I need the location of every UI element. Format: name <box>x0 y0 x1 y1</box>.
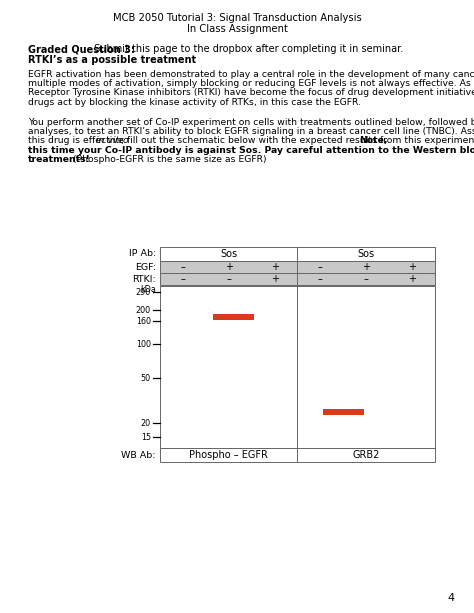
Text: Phospho – EGFR: Phospho – EGFR <box>189 450 268 460</box>
Text: –: – <box>181 262 185 272</box>
Text: EGF:: EGF: <box>135 262 156 272</box>
Text: Receptor Tyrosine Kinase inhibitors (RTKI) have become the focus of drug develop: Receptor Tyrosine Kinase inhibitors (RTK… <box>28 88 474 97</box>
Text: +: + <box>362 262 370 272</box>
Text: 160: 160 <box>136 317 151 326</box>
Text: this time your Co-IP antibody is against Sos. Pay careful attention to the Weste: this time your Co-IP antibody is against… <box>28 146 474 154</box>
Text: in vitro: in vitro <box>96 137 128 145</box>
Text: treatments!: treatments! <box>28 155 91 164</box>
Bar <box>323 409 364 416</box>
Text: RTKI’s as a possible treatment: RTKI’s as a possible treatment <box>28 55 196 65</box>
Text: +: + <box>225 262 233 272</box>
Text: –: – <box>364 274 369 284</box>
Text: Sos: Sos <box>358 249 375 259</box>
Text: multiple modes of activation, simply blocking or reducing EGF levels is not alwa: multiple modes of activation, simply blo… <box>28 79 474 88</box>
Text: 290: 290 <box>136 288 151 297</box>
Text: RTKI:: RTKI: <box>132 275 156 283</box>
Text: –: – <box>181 274 185 284</box>
Bar <box>160 448 435 462</box>
Text: –: – <box>318 274 323 284</box>
Text: (Phospho-EGFR is the same size as EGFR): (Phospho-EGFR is the same size as EGFR) <box>70 155 266 164</box>
Text: 100: 100 <box>136 340 151 349</box>
Text: , fill out the schematic below with the expected results from this experiment.: , fill out the schematic below with the … <box>121 137 474 145</box>
Text: MCB 2050 Tutorial 3: Signal Transduction Analysis: MCB 2050 Tutorial 3: Signal Transduction… <box>113 13 361 23</box>
Text: Submit this page to the dropbox after completing it in seminar.: Submit this page to the dropbox after co… <box>91 44 403 54</box>
Text: 50: 50 <box>141 374 151 383</box>
Text: +: + <box>408 262 416 272</box>
Bar <box>160 286 435 448</box>
Text: EGFR activation has been demonstrated to play a central role in the development : EGFR activation has been demonstrated to… <box>28 70 474 79</box>
Text: In Class Assignment: In Class Assignment <box>187 24 287 34</box>
Text: Note,: Note, <box>359 137 388 145</box>
Bar <box>160 261 435 273</box>
Text: WB Ab:: WB Ab: <box>121 451 156 460</box>
Text: –: – <box>318 262 323 272</box>
Text: drugs act by blocking the kinase activity of RTKs, in this case the EGFR.: drugs act by blocking the kinase activit… <box>28 97 361 107</box>
Text: You perform another set of Co-IP experiment on cells with treatments outlined be: You perform another set of Co-IP experim… <box>28 118 474 127</box>
Text: +: + <box>271 262 279 272</box>
Bar <box>160 247 435 261</box>
Text: –: – <box>226 274 231 284</box>
Bar <box>160 273 435 285</box>
Text: 4: 4 <box>448 593 455 603</box>
Text: Sos: Sos <box>220 249 237 259</box>
Text: +: + <box>271 274 279 284</box>
Text: analyses, to test an RTKI’s ability to block EGFR signaling in a breast cancer c: analyses, to test an RTKI’s ability to b… <box>28 128 474 136</box>
Text: 15: 15 <box>141 433 151 441</box>
Text: kDa: kDa <box>140 285 156 294</box>
Text: +: + <box>408 274 416 284</box>
Text: this drug is effective: this drug is effective <box>28 137 127 145</box>
Text: GRB2: GRB2 <box>353 450 380 460</box>
Bar <box>213 314 254 320</box>
Text: 20: 20 <box>141 419 151 427</box>
Text: 200: 200 <box>136 306 151 315</box>
Text: Graded Question 3:: Graded Question 3: <box>28 44 135 54</box>
Text: IP Ab:: IP Ab: <box>129 249 156 259</box>
